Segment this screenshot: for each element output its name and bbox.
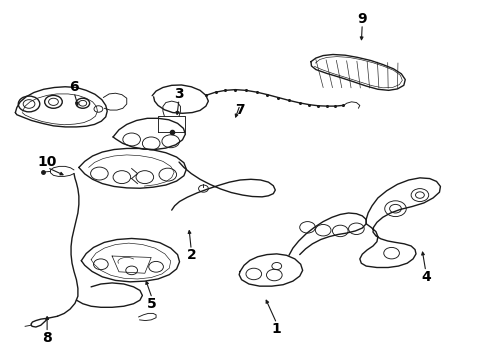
Text: 8: 8: [42, 331, 52, 345]
Text: 3: 3: [174, 87, 184, 101]
Text: 5: 5: [147, 297, 157, 311]
Text: 10: 10: [37, 155, 57, 169]
Text: 7: 7: [235, 103, 245, 117]
Text: 2: 2: [186, 248, 196, 262]
Text: 1: 1: [272, 322, 282, 336]
Text: 4: 4: [421, 270, 431, 284]
Text: 6: 6: [69, 80, 79, 94]
Text: 9: 9: [357, 12, 367, 26]
